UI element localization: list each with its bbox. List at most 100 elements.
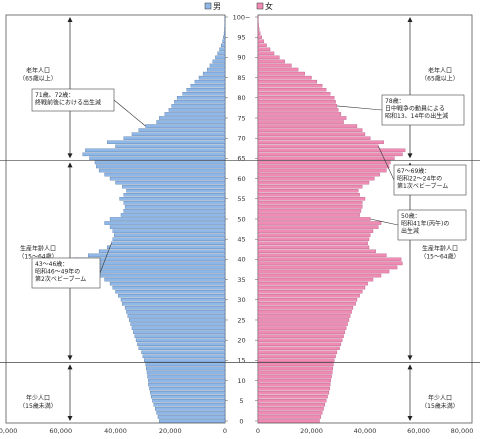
male-bar	[141, 350, 226, 355]
age-group-dividers	[0, 160, 480, 363]
male-bar	[89, 156, 226, 161]
female-bar	[257, 411, 323, 415]
male-bar	[131, 326, 226, 330]
female-bar	[257, 51, 275, 56]
male-bar	[98, 168, 226, 173]
female-bar	[257, 318, 350, 322]
male-bar	[209, 63, 226, 68]
male-bar	[96, 164, 226, 169]
female-bar	[257, 245, 370, 250]
male-bar	[113, 233, 226, 237]
male-bar	[94, 160, 226, 165]
male-bar	[133, 330, 226, 334]
callout-box	[381, 94, 465, 126]
callout-text: 78歳：	[385, 97, 405, 105]
male-bar	[156, 411, 226, 415]
male-bar	[217, 51, 226, 56]
callout-text: 昭和41年(丙午)の	[401, 220, 449, 228]
female-bar	[257, 59, 285, 64]
female-bar	[257, 237, 370, 241]
female-bar	[257, 140, 384, 144]
female-bar	[257, 164, 390, 169]
female-bar	[257, 43, 267, 48]
age-tick-label: 80	[237, 94, 245, 102]
female-bar	[257, 285, 366, 290]
female-bar	[257, 55, 280, 60]
band-label-text: （15～64歳）	[18, 252, 57, 260]
male-bar	[123, 193, 226, 197]
female-bar	[257, 281, 368, 286]
age-tick-label: 75	[237, 114, 245, 122]
female-bar	[257, 334, 344, 338]
female-bar	[257, 39, 265, 43]
female-bar	[257, 144, 379, 149]
female-bar	[257, 407, 324, 411]
band-arrow-head	[67, 416, 73, 421]
male-bar	[148, 378, 226, 383]
band-label-bg	[414, 241, 466, 262]
band-label-text: （15歳未満）	[421, 402, 459, 410]
band-label-text: 年少人口	[26, 394, 50, 402]
female-bar	[257, 124, 358, 128]
male-bar	[130, 322, 226, 326]
callout-text: 終戦前後における出生減	[35, 99, 101, 107]
male-bar	[115, 144, 226, 149]
callout-text: 昭和46～49年の	[35, 268, 80, 276]
female-bar	[257, 273, 382, 278]
band-arrow-head	[407, 153, 413, 159]
female-bar	[257, 386, 330, 391]
female-bar	[257, 403, 326, 407]
female-bar	[257, 306, 354, 310]
female-bar	[257, 314, 351, 318]
female-bar	[257, 96, 335, 100]
male-bar	[124, 205, 226, 209]
male-bar	[164, 112, 226, 116]
male-bar	[174, 100, 226, 104]
male-bar	[152, 399, 226, 403]
female-bar	[257, 23, 259, 27]
female-bar	[257, 362, 334, 367]
male-bar	[104, 172, 226, 177]
male-bar	[149, 386, 226, 391]
female-bar	[257, 294, 360, 298]
female-bar	[257, 354, 336, 359]
band-label-bg	[414, 63, 466, 84]
male-bar	[223, 35, 226, 39]
band-arrow-head	[407, 355, 413, 361]
male-bar	[96, 273, 226, 278]
male-bar	[111, 241, 226, 245]
male-bar	[135, 338, 226, 342]
female-bar	[257, 188, 359, 193]
male-bar	[155, 407, 226, 411]
female-bar	[257, 201, 363, 205]
male-bar	[109, 176, 226, 181]
female-bar	[257, 152, 403, 157]
female-bar	[257, 322, 348, 326]
male-bar	[129, 318, 226, 322]
female-bar	[257, 120, 344, 124]
female-bar	[257, 253, 387, 258]
male-bar	[157, 415, 226, 419]
female-bar	[257, 168, 387, 173]
female-bar	[257, 136, 371, 140]
age-tick-label: 20	[237, 336, 245, 344]
callout-box	[31, 88, 115, 112]
band-label-text: （65歳以上）	[421, 75, 459, 83]
female-bar	[257, 370, 333, 375]
male-bar	[150, 390, 226, 395]
female-bar	[257, 172, 380, 177]
band-arrow-head	[67, 364, 73, 370]
male-bar	[142, 354, 226, 359]
female-bar	[257, 92, 331, 96]
male-bar	[207, 67, 226, 72]
female-bar	[257, 75, 312, 80]
female-bar	[257, 346, 340, 350]
female-bar	[257, 112, 342, 116]
female-bar	[257, 63, 292, 68]
male-bar	[138, 128, 226, 132]
male-bar	[120, 213, 226, 217]
female-bar	[257, 197, 366, 201]
female-bar	[257, 229, 374, 233]
female-bar	[257, 88, 327, 92]
